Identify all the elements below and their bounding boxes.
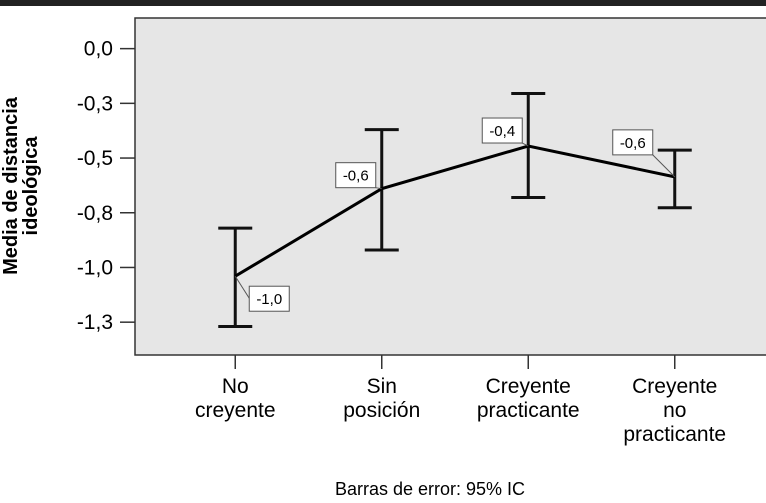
x-tick-label: Creyente no practicante xyxy=(623,375,726,446)
y-axis-title: Media de distanciaideológica xyxy=(0,96,42,275)
label-box xyxy=(481,117,523,144)
label-leader xyxy=(375,187,382,190)
label-box xyxy=(335,162,377,189)
label-leader xyxy=(652,154,676,178)
y-tick-label: 0,0 xyxy=(84,38,113,61)
footer: Barras de error: 95% IC xyxy=(335,479,525,499)
y-tick-label: -1,3 xyxy=(77,311,113,334)
value-label: -0,4 xyxy=(489,123,515,140)
value-label: -0,6 xyxy=(620,135,646,152)
y-tick-label: -0,5 xyxy=(77,147,113,170)
value-label: -0,6 xyxy=(343,168,369,185)
label-box xyxy=(612,129,654,156)
label-leader xyxy=(234,275,250,299)
x-tick-label: Creyente practicante xyxy=(477,375,580,422)
y-tick-label: -0,3 xyxy=(77,92,113,115)
line xyxy=(234,144,676,278)
y-tick-label: -1,0 xyxy=(77,256,113,279)
label-box xyxy=(248,285,290,312)
label-leader xyxy=(522,142,529,147)
value-label: -1,0 xyxy=(256,291,282,308)
error-bar xyxy=(657,148,692,210)
y-tick-label: -0,8 xyxy=(77,202,113,225)
x-tick-label: No creyente xyxy=(195,375,276,422)
cropped-header xyxy=(0,0,766,6)
plot-area xyxy=(134,17,766,356)
error-bar xyxy=(218,226,253,329)
x-tick-label: Sin posición xyxy=(343,375,420,422)
